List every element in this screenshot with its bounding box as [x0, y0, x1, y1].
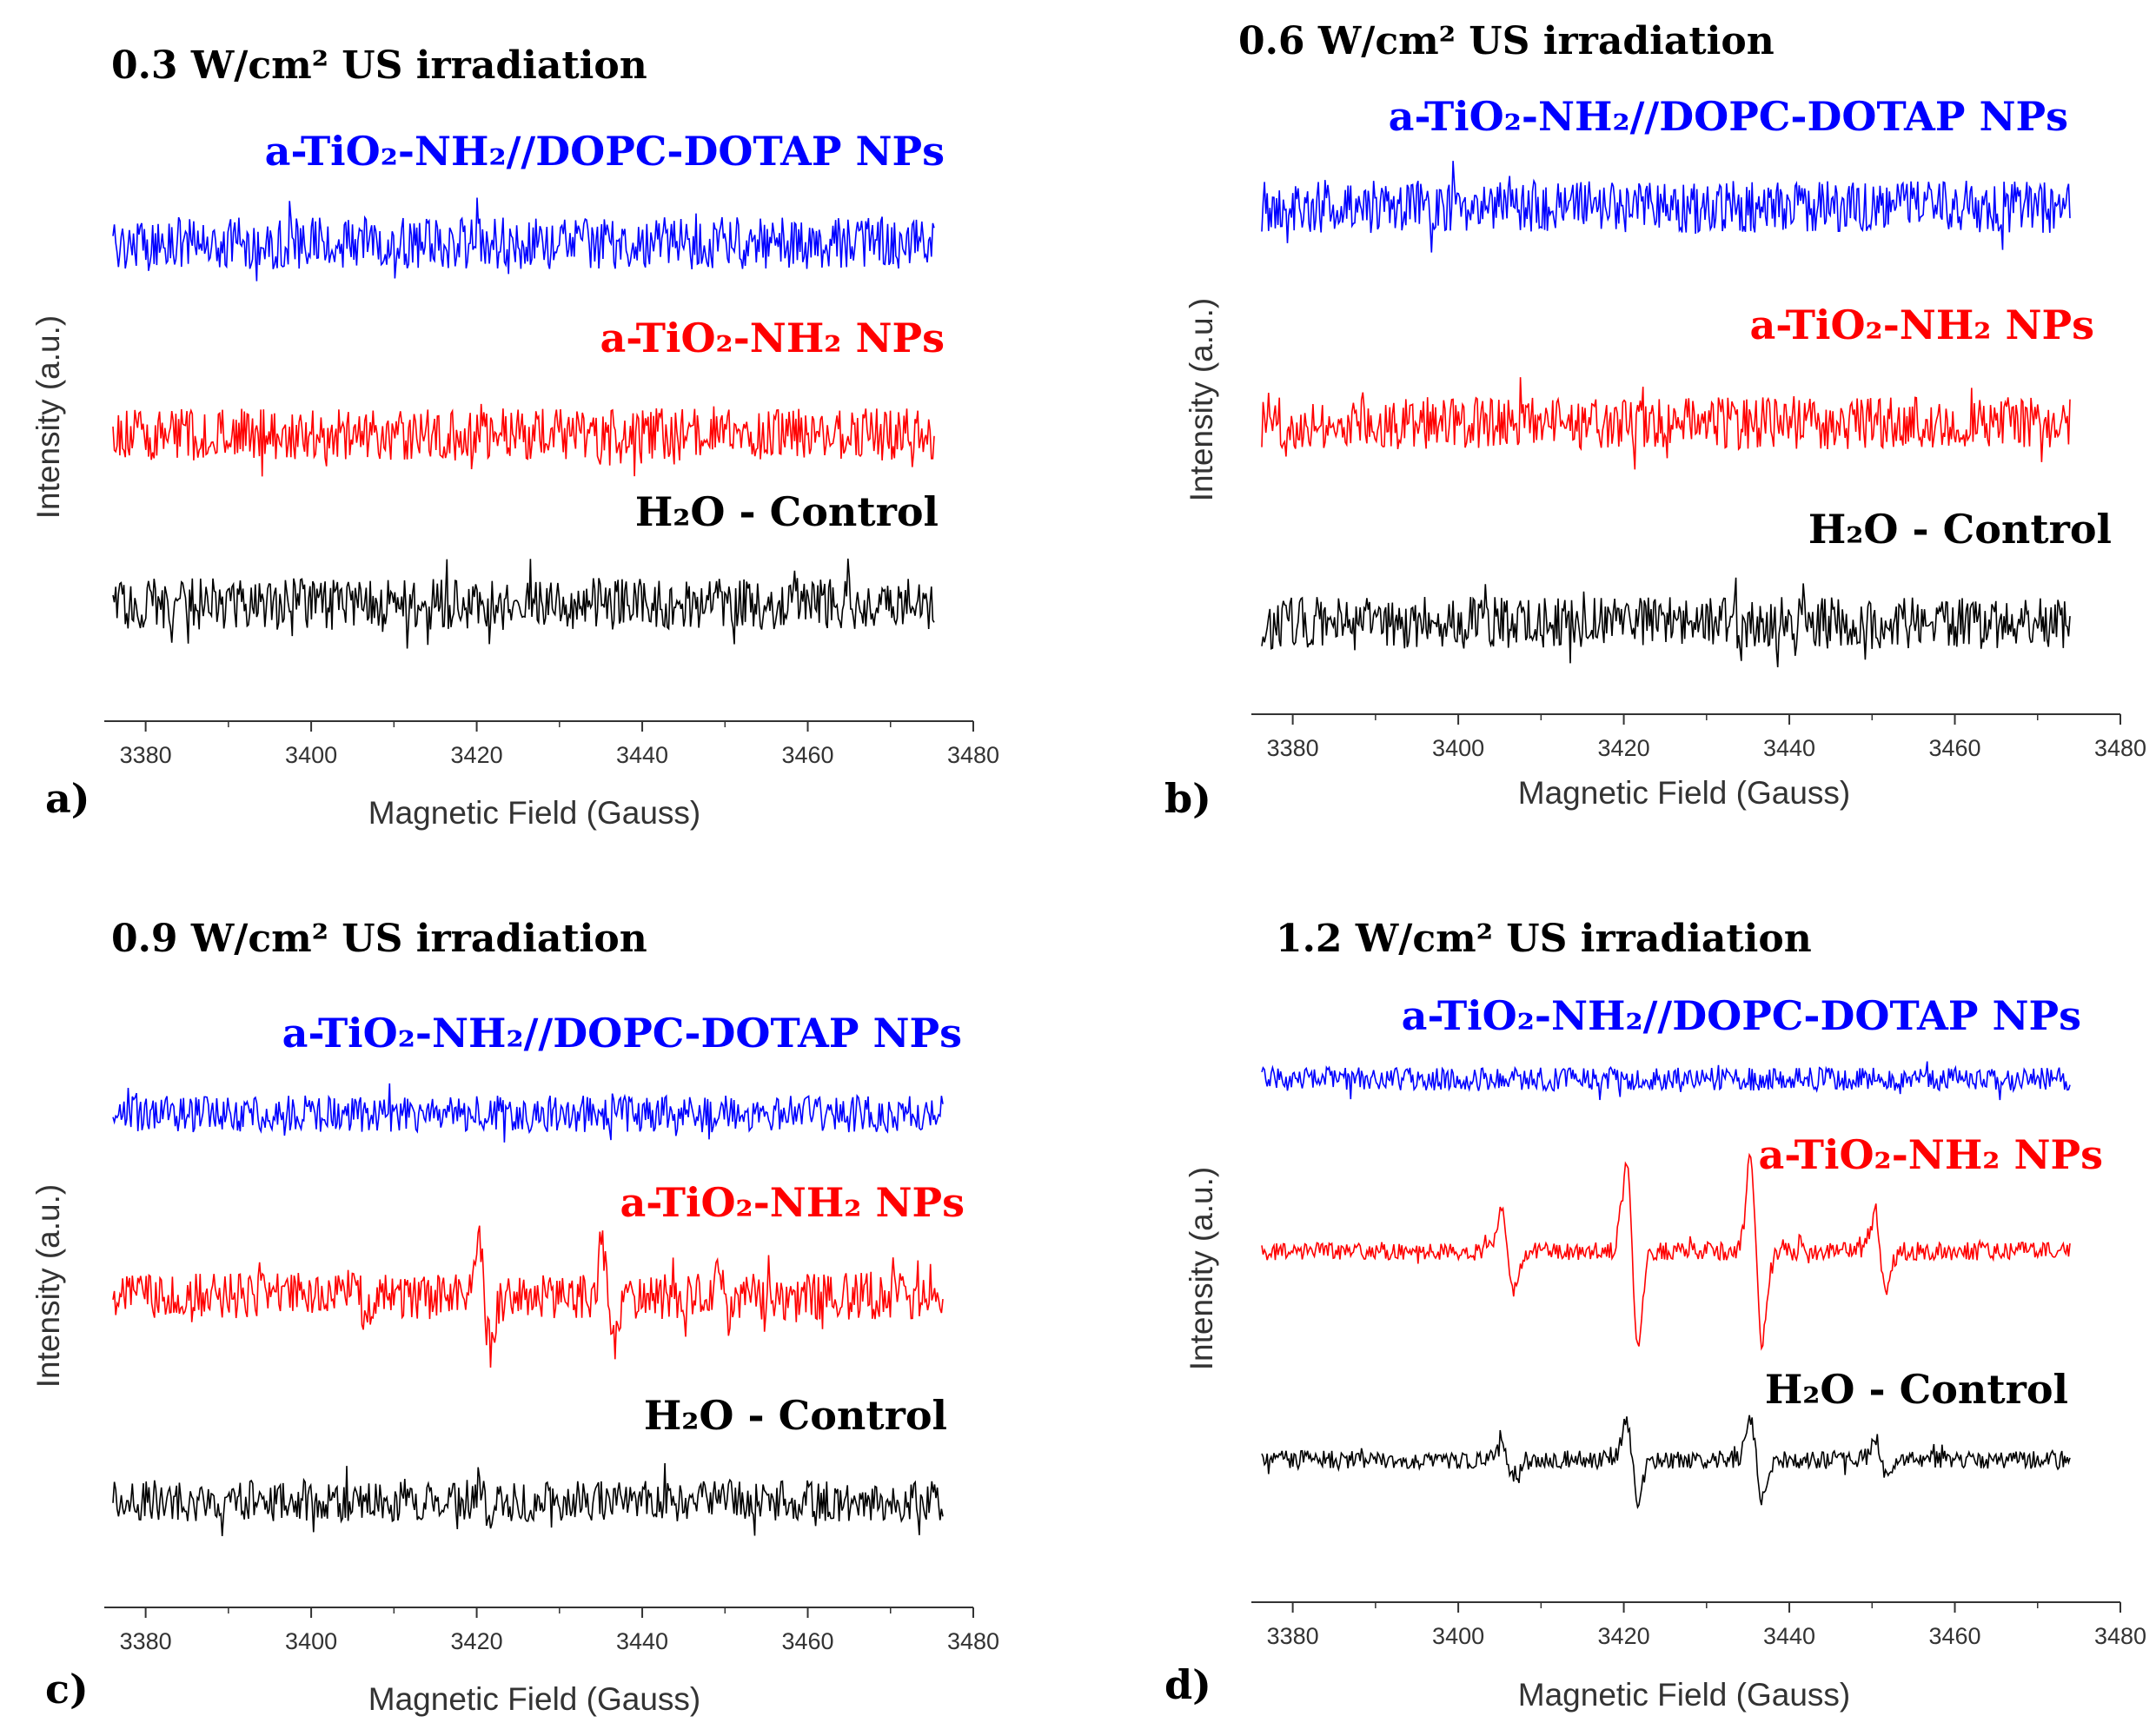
panel-a-y-axis-title: Intensity (a.u.): [30, 315, 66, 519]
panel-b-trace-3: [1261, 577, 2071, 668]
panel-d-x-tick-label-4: 3460: [1928, 1623, 1980, 1649]
panel-c-x-tick-label-5: 3480: [947, 1628, 999, 1654]
panel-d: 1.2 W/cm² US irradiation a-TiO₂-NH₂//DOP…: [1164, 917, 2146, 1713]
panel-d-trace-1: [1261, 1061, 2071, 1101]
panel-d-y-axis-title: Intensity (a.u.): [1184, 1167, 1219, 1370]
panel-a-trace-3: [112, 558, 935, 649]
panel-d-x-tick-label-0: 3380: [1267, 1623, 1319, 1649]
panel-b-x-tick-label-2: 3420: [1598, 735, 1650, 761]
panel-a-x-ticks: 3380 3400 3420 3440 3460 3480: [120, 721, 999, 768]
panel-a-x-tick-label-2: 3420: [451, 742, 503, 768]
panel-c-title: 0.9 W/cm² US irradiation: [111, 917, 647, 961]
panel-b-series-label-2: a-TiO₂-NH₂ NPs: [1749, 301, 2094, 348]
panel-a-x-tick-label-0: 3380: [120, 742, 172, 768]
panel-c-x-tick-label-2: 3420: [451, 1628, 503, 1654]
panel-a-x-tick-label-1: 3400: [285, 742, 337, 768]
panel-d-x-tick-label-5: 3480: [2094, 1623, 2146, 1649]
panel-b-x-axis-title: Magnetic Field (Gauss): [1518, 775, 1850, 811]
panel-b-x-tick-label-0: 3380: [1267, 735, 1319, 761]
panel-d-x-tick-label-3: 3440: [1763, 1623, 1815, 1649]
panel-c-x-axis-title: Magnetic Field (Gauss): [368, 1681, 700, 1717]
panel-d-letter: d): [1164, 1661, 1211, 1708]
panel-a-x-tick-label-3: 3440: [616, 742, 668, 768]
panel-c-series-label-2: a-TiO₂-NH₂ NPs: [620, 1179, 965, 1226]
panel-a-x-tick-label-5: 3480: [947, 742, 999, 768]
panel-c-series-label-3: H₂O - Control: [644, 1392, 947, 1439]
panel-c-y-axis-title: Intensity (a.u.): [30, 1184, 66, 1388]
panel-b-x-tick-label-3: 3440: [1763, 735, 1815, 761]
panel-a-series-label-3: H₂O - Control: [635, 488, 939, 535]
panel-a-x-axis-title: Magnetic Field (Gauss): [368, 795, 700, 831]
panel-a-series-label-2: a-TiO₂-NH₂ NPs: [600, 315, 945, 361]
panel-b: 0.6 W/cm² US irradiation a-TiO₂-NH₂//DOP…: [1164, 19, 2146, 822]
panel-b-series-label-3: H₂O - Control: [1808, 506, 2112, 553]
panel-c-series-label-1: a-TiO₂-NH₂//DOPC-DOTAP NPs: [282, 1010, 962, 1057]
panel-c-x-ticks: 3380 3400 3420 3440 3460 3480: [120, 1607, 999, 1654]
panel-a-x-tick-label-4: 3460: [781, 742, 833, 768]
panel-d-series-label-1: a-TiO₂-NH₂//DOPC-DOTAP NPs: [1402, 992, 2081, 1039]
panel-c-trace-1: [112, 1083, 944, 1143]
panel-a: 0.3 W/cm² US irradiation a-TiO₂-NH₂//DOP…: [30, 43, 999, 831]
panel-c-x-tick-label-0: 3380: [120, 1628, 172, 1654]
panel-a-trace-2: [112, 403, 935, 477]
panel-a-title: 0.3 W/cm² US irradiation: [111, 43, 647, 88]
panel-c-trace-3: [112, 1462, 944, 1537]
panel-b-x-tick-label-5: 3480: [2094, 735, 2146, 761]
panel-c-trace-2: [112, 1225, 944, 1368]
panel-b-y-axis-title: Intensity (a.u.): [1184, 298, 1219, 501]
panel-c-x-tick-label-3: 3440: [616, 1628, 668, 1654]
panel-d-trace-2: [1261, 1152, 2071, 1351]
panel-d-x-tick-label-1: 3400: [1432, 1623, 1484, 1649]
panel-b-x-ticks: 3380 3400 3420 3440 3460 3480: [1267, 714, 2146, 761]
panel-b-title: 0.6 W/cm² US irradiation: [1238, 19, 1775, 63]
panel-d-x-ticks: 3380 3400 3420 3440 3460 3480: [1267, 1602, 2146, 1649]
panel-b-trace-1: [1261, 161, 2071, 253]
panel-a-series-label-1: a-TiO₂-NH₂//DOPC-DOTAP NPs: [265, 128, 945, 175]
panel-d-trace-3: [1261, 1415, 2071, 1510]
panel-b-trace-2: [1261, 377, 2071, 470]
panel-c: 0.9 W/cm² US irradiation a-TiO₂-NH₂//DOP…: [30, 917, 999, 1717]
panel-b-series-label-1: a-TiO₂-NH₂//DOPC-DOTAP NPs: [1389, 93, 2068, 140]
panel-c-letter: c): [45, 1666, 89, 1713]
panel-b-letter: b): [1164, 775, 1211, 822]
panel-a-letter: a): [45, 775, 90, 822]
panel-c-x-tick-label-4: 3460: [781, 1628, 833, 1654]
panel-d-x-tick-label-2: 3420: [1598, 1623, 1650, 1649]
panel-b-x-tick-label-1: 3400: [1432, 735, 1484, 761]
panel-d-title: 1.2 W/cm² US irradiation: [1276, 917, 1812, 961]
panel-a-trace-1: [112, 197, 935, 282]
panel-b-x-tick-label-4: 3460: [1928, 735, 1980, 761]
panel-d-series-label-3: H₂O - Control: [1765, 1366, 2068, 1413]
panel-d-x-axis-title: Magnetic Field (Gauss): [1518, 1677, 1850, 1713]
panel-c-x-tick-label-1: 3400: [285, 1628, 337, 1654]
panel-d-series-label-2: a-TiO₂-NH₂ NPs: [1758, 1131, 2103, 1178]
